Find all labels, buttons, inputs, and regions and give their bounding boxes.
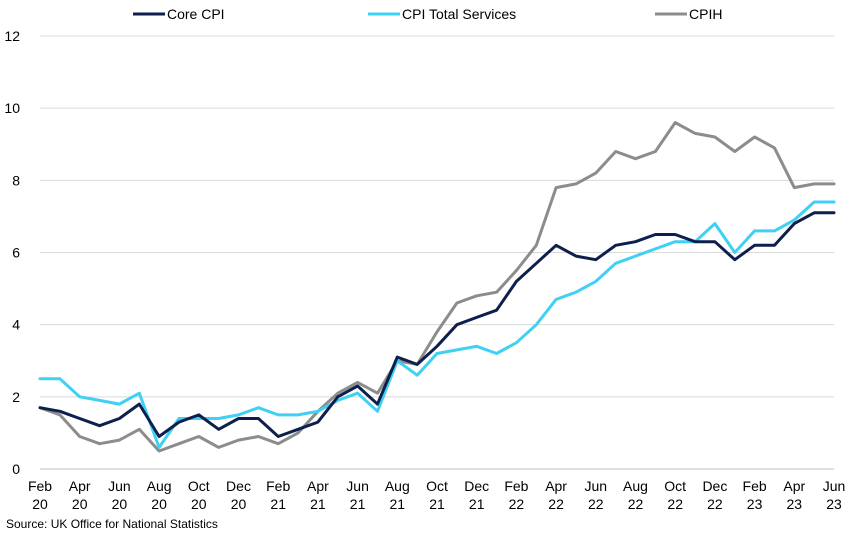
legend-label: CPIH (689, 6, 722, 22)
x-tick-label: Aug 21 (385, 478, 410, 512)
gridlines (40, 35, 834, 398)
x-tick-label: Jun 20 (108, 478, 131, 512)
x-tick-label: Feb 22 (504, 478, 528, 512)
x-tick-label: Jun 22 (585, 478, 608, 512)
x-tick-label: Aug 22 (623, 478, 648, 512)
x-tick-label: Dec 22 (702, 478, 727, 512)
y-tick-label: 10 (4, 100, 20, 116)
x-tick-label: Feb 21 (266, 478, 290, 512)
y-tick-label: 4 (12, 317, 20, 333)
y-tick-label: 12 (4, 28, 20, 44)
x-tick-label: Oct 22 (664, 478, 686, 512)
x-tick-label: Apr 21 (307, 478, 329, 512)
x-tick-label: Feb 20 (28, 478, 52, 512)
x-tick-label: Apr 20 (69, 478, 91, 512)
x-tick-label: Oct 21 (426, 478, 448, 512)
x-tick-label: Oct 20 (188, 478, 210, 512)
x-tick-label: Jun 21 (346, 478, 369, 512)
series-line-core-cpi (38, 211, 836, 438)
legend-label: CPI Total Services (402, 6, 516, 22)
x-tick-label: Jun 23 (823, 478, 846, 512)
x-tick-label: Apr 22 (545, 478, 567, 512)
y-tick-label: 8 (12, 172, 20, 188)
series-lines (38, 121, 836, 453)
legend: Core CPI CPI Total Services CPIH (133, 6, 722, 22)
series-line-cpih (38, 121, 836, 453)
x-tick-label: Dec 21 (464, 478, 489, 512)
x-tick-label: Apr 23 (783, 478, 805, 512)
y-tick-label: 0 (12, 461, 20, 477)
x-tick-label: Feb 23 (743, 478, 767, 512)
y-tick-label: 6 (12, 245, 20, 261)
x-tick-label: Aug 20 (147, 478, 172, 512)
axes: 0 2 4 6 8 10 12 Feb 20 Apr 20 Jun 20 Aug 20 Oct 20 Dec 20 F… (4, 28, 845, 512)
legend-label: Core CPI (167, 6, 225, 22)
x-tick-label: Dec 20 (226, 478, 251, 512)
source-note: Source: UK Office for National Statistic… (6, 517, 218, 531)
y-tick-label: 2 (12, 389, 20, 405)
